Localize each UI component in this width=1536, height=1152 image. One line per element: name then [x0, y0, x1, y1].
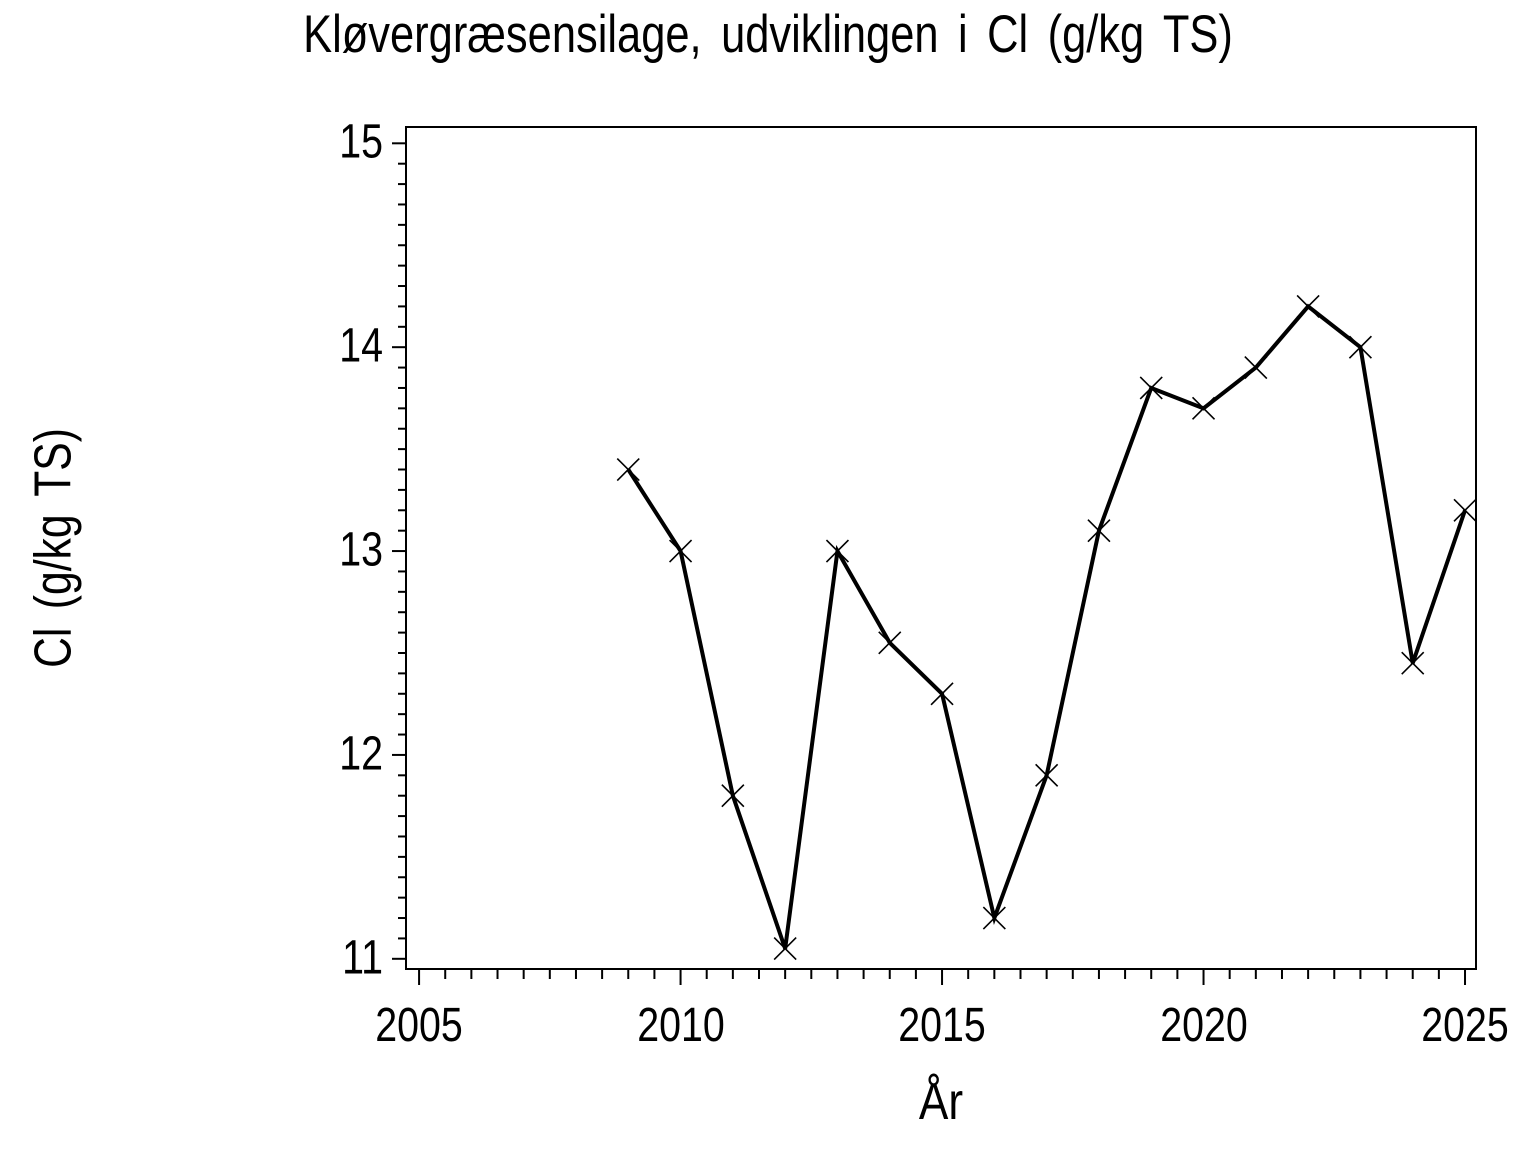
data-point-marker	[1296, 294, 1320, 318]
data-point-marker	[1035, 763, 1059, 787]
y-tick-label: 13	[339, 523, 383, 577]
data-point-marker	[982, 906, 1006, 930]
chart-title: Kløvergræsensilage, udviklingen i Cl (g/…	[303, 5, 1233, 64]
x-tick-label: 2025	[1421, 999, 1509, 1052]
data-point-marker	[825, 539, 850, 563]
data-point-marker	[1191, 396, 1216, 420]
y-tick-label: 15	[339, 115, 383, 169]
data-point-marker	[1087, 519, 1111, 543]
data-point-marker	[1244, 356, 1268, 380]
data-point-marker	[1348, 335, 1372, 359]
data-point-marker	[668, 539, 693, 563]
y-tick-label: 12	[339, 727, 383, 781]
data-point-marker	[721, 784, 745, 808]
x-axis-title: År	[918, 1073, 964, 1131]
x-tick-label: 2015	[898, 999, 986, 1052]
y-tick-label: 14	[339, 319, 383, 373]
data-point-marker	[930, 682, 954, 706]
y-tick-label: 11	[342, 931, 383, 985]
x-tick-label: 2005	[375, 999, 463, 1052]
x-tick-label: 2020	[1159, 999, 1248, 1052]
data-point-marker	[773, 937, 797, 961]
data-point-marker	[1453, 498, 1477, 522]
data-point-marker	[1139, 376, 1163, 400]
data-point-marker	[878, 631, 902, 655]
plot-frame	[405, 126, 1477, 970]
data-point-marker	[1401, 651, 1425, 675]
series-line	[626, 303, 1467, 950]
data-point-marker	[616, 457, 640, 482]
x-tick-label: 2010	[636, 999, 725, 1052]
